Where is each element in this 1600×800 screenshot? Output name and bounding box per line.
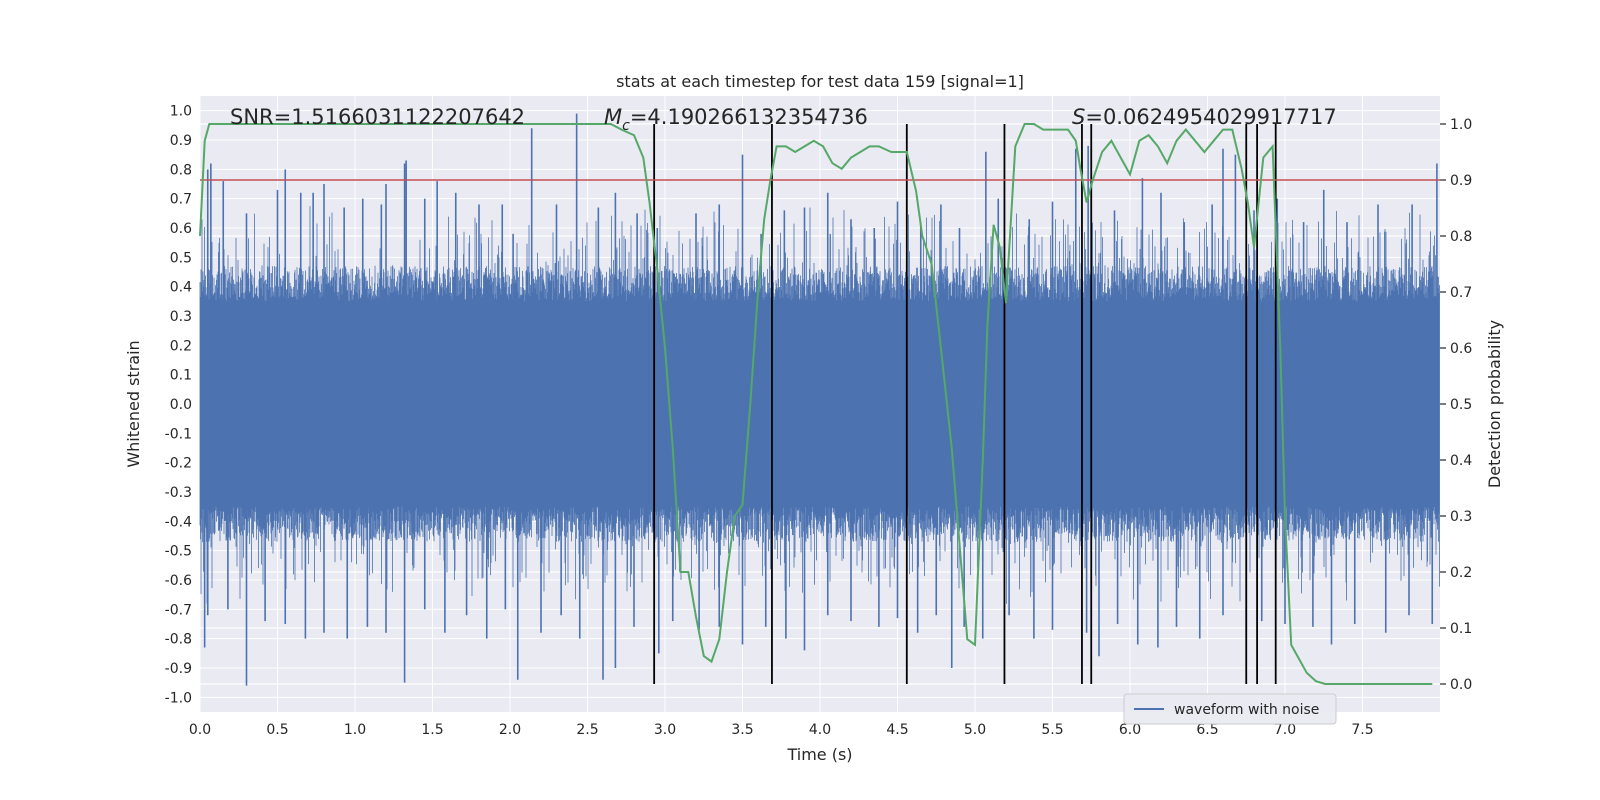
right-y-tick-label: 0.8 <box>1450 229 1472 245</box>
x-tick-label: 4.5 <box>886 722 908 738</box>
left-y-tick-label: -0.3 <box>165 485 192 501</box>
waveform-noise-fill <box>199 206 1440 604</box>
right-y-tick-label: 1.0 <box>1450 117 1472 133</box>
right-y-tick-label: 0.6 <box>1450 341 1472 357</box>
s-value: =0.0624954029917717 <box>1085 105 1336 129</box>
x-tick-label: 4.0 <box>809 722 831 738</box>
x-tick-label: 5.0 <box>964 722 986 738</box>
right-y-tick-label: 0.7 <box>1450 285 1472 301</box>
left-y-tick-label: 0.9 <box>170 133 192 149</box>
right-y-tick-label: 0.2 <box>1450 565 1472 581</box>
legend: waveform with noise <box>1123 693 1337 725</box>
x-tick-label: 1.0 <box>344 722 366 738</box>
left-y-tick-label: -0.2 <box>165 456 192 472</box>
left-y-tick-label: -0.1 <box>165 426 192 442</box>
waveform-with-noise-series <box>199 113 1440 686</box>
vertical-lines <box>653 124 1277 684</box>
x-tick-label: 2.0 <box>499 722 521 738</box>
chart-title: stats at each timestep for test data 159… <box>616 72 1024 91</box>
right-y-tick-label: 0.0 <box>1450 677 1472 693</box>
x-tick-label: 7.0 <box>1274 722 1296 738</box>
left-y-tick-label: -0.9 <box>165 661 192 677</box>
chirp-mass-annotation: Mc=4.190266132354736 <box>604 105 868 134</box>
s-annotation: S=0.0624954029917717 <box>1072 105 1337 129</box>
left-y-tick-label: -0.7 <box>165 602 192 618</box>
left-y-tick-label: -0.4 <box>165 514 192 530</box>
left-y-axis-ticks: 1.0 0.9 0.8 0.7 0.6 0.5 0.4 0.3 0.2 0.1 0.0 -0.1 -0.… <box>165 104 192 707</box>
left-y-tick-label: 0.8 <box>170 162 192 178</box>
chirp-mass-symbol: M <box>604 105 622 129</box>
detection-probability-line <box>199 123 1433 685</box>
right-y-axis-label: Detection probability <box>1485 320 1504 488</box>
left-y-tick-label: -1.0 <box>165 690 192 706</box>
x-axis-label: Time (s) <box>786 745 852 764</box>
x-tick-label: 3.5 <box>731 722 753 738</box>
x-tick-label: 2.5 <box>576 722 598 738</box>
x-tick-label: 7.5 <box>1351 722 1373 738</box>
left-y-tick-label: -0.5 <box>165 544 192 560</box>
left-y-tick-label: 0.6 <box>170 221 192 237</box>
left-y-tick-label: -0.8 <box>165 632 192 648</box>
x-tick-label: 5.5 <box>1041 722 1063 738</box>
left-y-tick-label: 0.4 <box>170 280 192 296</box>
x-tick-label: 0.0 <box>189 722 211 738</box>
x-axis-ticks: 0.0 0.5 1.0 1.5 2.0 2.5 3.0 3.5 4.0 4.5 5.0 5.5 6.0 6… <box>189 722 1374 738</box>
s-symbol: S <box>1072 105 1085 129</box>
left-y-axis-label: Whitened strain <box>124 340 143 467</box>
right-y-tick-label: 0.3 <box>1450 509 1472 525</box>
right-y-tick-label: 0.9 <box>1450 173 1472 189</box>
right-y-axis-ticks: 1.0 0.9 0.8 0.7 0.6 0.5 0.4 0.3 0.2 0.1 0.0 <box>1440 117 1472 693</box>
left-y-tick-label: 0.7 <box>170 192 192 208</box>
left-y-tick-label: 0.3 <box>170 309 192 325</box>
left-y-tick-label: 0.0 <box>170 397 192 413</box>
left-y-tick-label: 0.1 <box>170 368 192 384</box>
right-y-tick-label: 0.4 <box>1450 453 1472 469</box>
left-y-tick-label: 1.0 <box>170 104 192 120</box>
chirp-mass-value: =4.190266132354736 <box>630 105 868 129</box>
legend-label: waveform with noise <box>1174 702 1319 718</box>
right-y-tick-label: 0.5 <box>1450 397 1472 413</box>
left-y-tick-label: 0.5 <box>170 250 192 266</box>
x-tick-label: 1.5 <box>421 722 443 738</box>
chirp-mass-subscript: c <box>622 118 630 134</box>
legend-box <box>1123 693 1337 725</box>
x-tick-label: 0.5 <box>266 722 288 738</box>
x-tick-label: 3.0 <box>654 722 676 738</box>
snr-annotation: SNR=1.5166031122207642 <box>230 105 525 129</box>
x-tick-label: 6.5 <box>1196 722 1218 738</box>
x-tick-label: 6.0 <box>1119 722 1141 738</box>
right-y-tick-label: 0.1 <box>1450 621 1472 637</box>
left-y-tick-label: 0.2 <box>170 338 192 354</box>
left-y-tick-label: -0.6 <box>165 573 192 589</box>
